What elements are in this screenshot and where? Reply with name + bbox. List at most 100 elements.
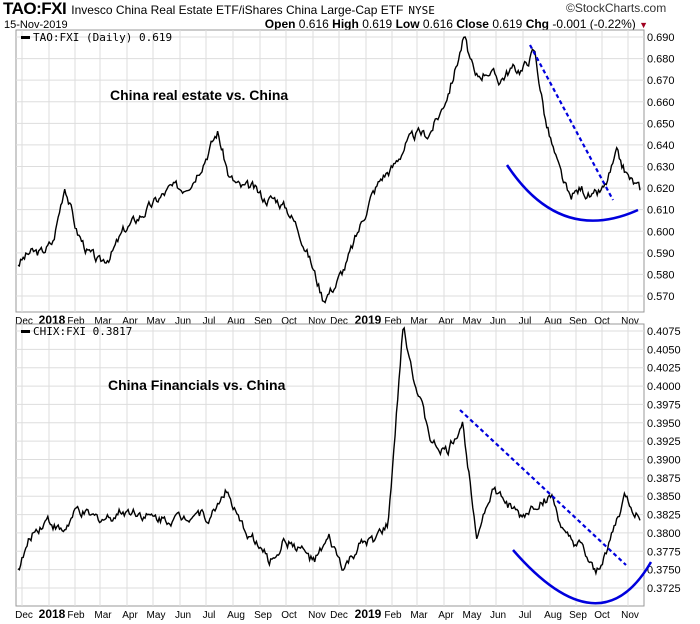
x-tick-label: Nov (308, 610, 326, 621)
panel-2: 0.4075 0.4050 0.4025 0.4000 0.3975 0.3950 0.39… (15, 323, 681, 621)
y-tick-label: 0.640 (647, 140, 675, 152)
y-tick-label: 0.690 (647, 32, 675, 44)
price-series-line (17, 36, 641, 304)
x-tick-label: Aug (227, 610, 245, 621)
y-tick-label: 0.4075 (647, 326, 681, 338)
y-tick-label: 0.620 (647, 183, 675, 195)
x-tick-label: Aug (544, 316, 562, 327)
y-tick-label: 0.3900 (647, 455, 681, 467)
x-tick-label: 2018 (39, 607, 66, 621)
x-tick-label: Apr (438, 610, 454, 621)
y-tick-label: 0.590 (647, 248, 675, 260)
x-tick-label: 2019 (355, 607, 382, 621)
x-tick-label: Feb (67, 316, 85, 327)
y-tick-label: 0.3725 (647, 583, 681, 595)
x-tick-label: Aug (544, 610, 562, 621)
annotation-text: China real estate vs. China (110, 87, 288, 103)
y-tick-label: 0.630 (647, 162, 675, 174)
x-tick-label: May (463, 610, 482, 621)
y-tick-label: 0.3825 (647, 510, 681, 522)
x-tick-label: Sep (254, 316, 272, 327)
y-tick-label: 0.3775 (647, 546, 681, 558)
y-tick-label: 0.4025 (647, 363, 681, 375)
y-tick-label: 0.3950 (647, 418, 681, 430)
ohlc-readout: Open 0.616 High 0.619 Low 0.616 Close 0.… (264, 17, 648, 31)
y-tick-label: 0.3850 (647, 491, 681, 503)
trendline-dashed (529, 44, 614, 201)
x-tick-label: Sep (254, 610, 272, 621)
x-tick-label: Jul (519, 610, 532, 621)
panel-1: 0.690 0.680 0.670 0.660 0.650 0.640 0.630 0.620… (15, 29, 675, 327)
open-value: 0.616 (298, 17, 329, 31)
bottoming-arc (512, 549, 653, 605)
y-tick-label: 0.3925 (647, 436, 681, 448)
x-tick-label: Oct (281, 316, 297, 327)
y-tick-label: 0.580 (647, 269, 675, 281)
x-tick-label: Mar (410, 316, 428, 327)
trendline-dashed (459, 409, 627, 566)
y-tick-label: 0.3975 (647, 399, 681, 411)
plot-area (15, 29, 645, 313)
x-tick-label: Jul (203, 316, 216, 327)
x-tick-label: Jun (175, 316, 191, 327)
x-tick-label: Dec (15, 316, 33, 327)
exchange: NYSE (408, 4, 435, 17)
low-value: 0.616 (422, 17, 453, 31)
x-tick-label: May (147, 610, 166, 621)
x-tick-label: Aug (227, 316, 245, 327)
x-tick-label: Nov (308, 316, 326, 327)
y-tick-label: 0.570 (647, 291, 675, 303)
legend-label: TAO:FXI (Daily) 0.619 (33, 31, 172, 44)
price-series-line (17, 326, 641, 576)
x-tick-label: Sep (569, 610, 587, 621)
x-tick-label: Feb (67, 610, 85, 621)
x-tick-label: May (147, 316, 166, 327)
plot-area (15, 323, 645, 607)
x-tick-label: Jun (490, 610, 506, 621)
legend-label: CHIX:FXI 0.3817 (33, 325, 132, 338)
legend-swatch (21, 330, 30, 333)
x-tick-label: Oct (594, 610, 610, 621)
symbol: TAO:FXI (3, 0, 67, 18)
y-tick-label: 0.650 (647, 118, 675, 130)
y-tick-label: 0.610 (647, 205, 675, 217)
x-tick-label: Apr (438, 316, 454, 327)
y-tick-label: 0.670 (647, 75, 675, 87)
y-tick-label: 0.4000 (647, 381, 681, 393)
x-tick-label: Oct (594, 316, 610, 327)
x-tick-label: Oct (281, 610, 297, 621)
y-tick-label: 0.3875 (647, 473, 681, 485)
x-tick-label: Jun (175, 610, 191, 621)
x-tick-label: Nov (621, 316, 639, 327)
x-tick-label: Mar (410, 610, 428, 621)
x-tick-label: Feb (384, 316, 402, 327)
x-tick-label: Apr (122, 610, 138, 621)
x-tick-label: Sep (569, 316, 587, 327)
close-value: 0.619 (492, 17, 523, 31)
x-tick-label: Mar (94, 610, 112, 621)
legend-swatch (21, 36, 30, 39)
change-value: -0.001 (-0.22%) (552, 17, 636, 31)
x-tick-label: Mar (94, 316, 112, 327)
x-tick-label: Nov (621, 610, 639, 621)
x-tick-label: Apr (122, 316, 138, 327)
y-tick-label: 0.600 (647, 226, 675, 238)
y-tick-label: 0.4050 (647, 344, 681, 356)
y-tick-label: 0.3750 (647, 565, 681, 577)
y-tick-label: 0.660 (647, 97, 675, 109)
brand-logo: ©StockCharts.com (566, 1, 667, 15)
title-row: TAO:FXI Invesco China Real Estate ETF/iS… (3, 0, 435, 19)
x-tick-label: Dec (15, 610, 33, 621)
y-tick-label: 0.680 (647, 54, 675, 66)
x-tick-label: Dec (330, 316, 348, 327)
x-tick-label: May (463, 316, 482, 327)
down-arrow-icon: ▼ (639, 20, 648, 30)
x-tick-label: Feb (384, 610, 402, 621)
x-tick-label: Jun (490, 316, 506, 327)
x-tick-label: Jul (203, 610, 216, 621)
x-tick-label: Dec (330, 610, 348, 621)
bottoming-arc (505, 164, 639, 222)
chart-date: 15-Nov-2019 (4, 19, 68, 31)
